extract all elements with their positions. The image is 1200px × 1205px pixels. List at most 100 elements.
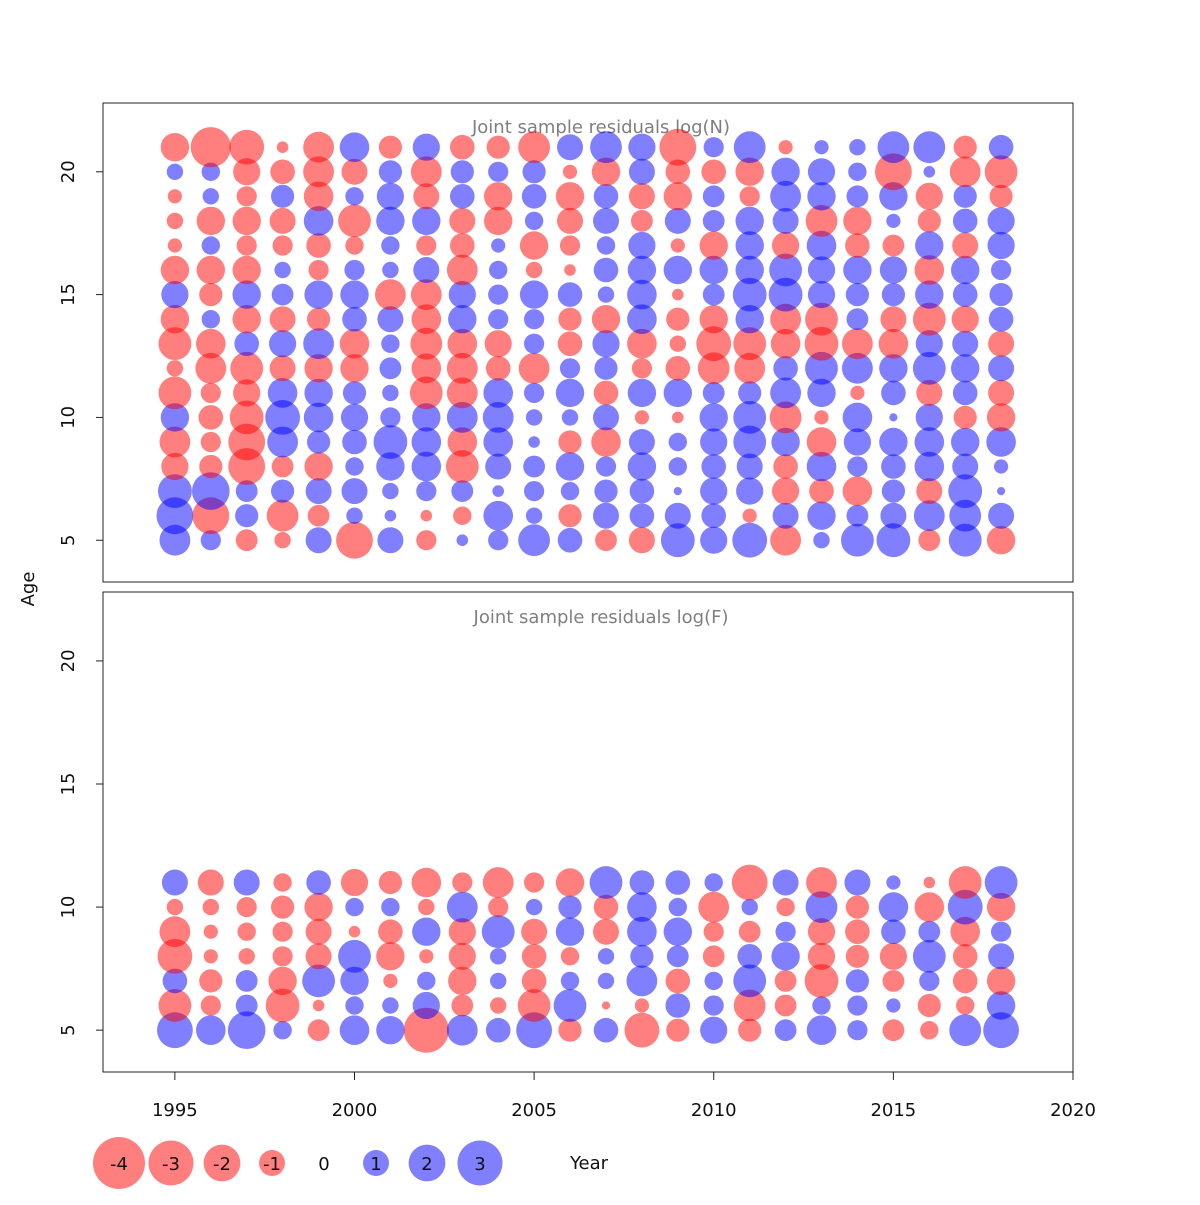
residual-bubble bbox=[805, 891, 838, 923]
residual-bubble bbox=[338, 204, 371, 238]
residual-bubble bbox=[303, 206, 334, 236]
residual-bubble bbox=[912, 351, 946, 385]
residual-bubble bbox=[158, 327, 192, 361]
residual-bubble bbox=[805, 205, 838, 237]
residual-bubble bbox=[771, 427, 800, 457]
residual-bubble bbox=[948, 866, 982, 899]
residual-bubble bbox=[558, 307, 582, 331]
residual-bubble bbox=[342, 381, 367, 405]
residual-bubble bbox=[988, 379, 1015, 406]
residual-bubble bbox=[953, 184, 977, 208]
residual-bubble bbox=[881, 454, 906, 479]
residual-bubble bbox=[952, 453, 979, 480]
residual-bubble bbox=[373, 425, 408, 459]
residual-bubble bbox=[303, 156, 334, 188]
residual-bubble bbox=[160, 133, 190, 162]
residual-bubble bbox=[274, 532, 291, 549]
x-axis: 1995 2000 2005 2010 2015 2020 bbox=[152, 1071, 1096, 1121]
residual-bubble bbox=[627, 279, 657, 310]
residual-bubble bbox=[517, 989, 551, 1022]
residual-bubble bbox=[380, 407, 401, 428]
residual-bubble bbox=[196, 1015, 226, 1045]
residual-bubble bbox=[230, 351, 264, 385]
y-tick-label: 10 bbox=[58, 896, 79, 919]
legend-bubble bbox=[148, 1140, 194, 1186]
residual-bubble bbox=[845, 233, 870, 258]
residual-bubble bbox=[593, 894, 619, 920]
residual-bubble bbox=[947, 889, 983, 925]
residual-bubble bbox=[378, 135, 402, 159]
residual-bubble bbox=[593, 502, 619, 529]
residual-bubble bbox=[336, 521, 373, 559]
residual-bubble bbox=[555, 182, 585, 211]
residual-bubble bbox=[410, 156, 442, 188]
residual-bubble bbox=[272, 946, 293, 967]
residual-bubble bbox=[488, 284, 509, 305]
residual-bubble bbox=[735, 255, 764, 285]
residual-bubble bbox=[305, 527, 332, 554]
residual-bubble bbox=[703, 137, 724, 158]
residual-bubble bbox=[597, 972, 615, 990]
residual-bubble bbox=[448, 918, 476, 946]
residual-bubble bbox=[416, 481, 437, 502]
legend-label: -3 bbox=[162, 1154, 180, 1175]
residual-bubble bbox=[303, 181, 334, 212]
residual-bubble bbox=[666, 307, 690, 331]
residual-bubble bbox=[340, 280, 369, 309]
residual-bubble bbox=[628, 183, 655, 210]
residual-bubble bbox=[167, 189, 182, 204]
residual-bubble bbox=[345, 187, 364, 206]
residual-bubble bbox=[236, 897, 257, 918]
residual-bubble bbox=[269, 306, 296, 333]
residual-bubble bbox=[879, 182, 908, 211]
residual-bubble bbox=[699, 305, 728, 334]
residual-bubble bbox=[772, 502, 799, 529]
legend-bubble bbox=[93, 1137, 145, 1189]
residual-bubble bbox=[276, 141, 289, 153]
residual-bubble bbox=[305, 918, 332, 945]
residual-bubble bbox=[669, 335, 686, 352]
residual-bubble bbox=[734, 352, 766, 384]
residual-bubble bbox=[557, 134, 583, 161]
residual-bubble bbox=[382, 997, 399, 1014]
residual-bubble bbox=[772, 869, 799, 896]
legend-label: 2 bbox=[421, 1154, 432, 1175]
residual-bubble bbox=[338, 939, 371, 973]
residual-bubble bbox=[492, 485, 505, 497]
residual-bubble bbox=[238, 948, 255, 965]
residual-bubble bbox=[703, 921, 724, 942]
residual-bubble bbox=[157, 1012, 193, 1049]
residual-bubble bbox=[951, 305, 979, 333]
residual-bubble bbox=[450, 134, 475, 160]
residual-bubble bbox=[949, 499, 982, 532]
residual-bubble bbox=[340, 403, 369, 431]
y-tick-label: 20 bbox=[58, 160, 79, 183]
residual-bubble bbox=[807, 378, 836, 408]
residual-bubble bbox=[591, 305, 621, 334]
residual-bubble bbox=[842, 328, 873, 360]
residual-bubble bbox=[842, 402, 873, 433]
panel-top-y-axis: 5 10 15 20 bbox=[58, 160, 103, 546]
residual-bubble bbox=[203, 949, 218, 964]
residual-bubble bbox=[384, 509, 397, 522]
residual-bubble bbox=[997, 487, 1006, 496]
residual-bubble bbox=[483, 427, 513, 457]
residual-bubble bbox=[412, 133, 440, 161]
residual-bubble bbox=[403, 1007, 449, 1053]
residual-bubble bbox=[558, 895, 582, 919]
residual-bubble bbox=[488, 161, 509, 182]
residual-bubble bbox=[378, 870, 402, 895]
residual-bubble bbox=[882, 234, 905, 257]
residual-bubble bbox=[559, 358, 581, 379]
residual-bubble bbox=[843, 255, 872, 285]
residual-bubble bbox=[630, 944, 654, 968]
residual-bubble bbox=[627, 378, 657, 408]
residual-bubble bbox=[412, 206, 441, 236]
residual-bubble bbox=[417, 971, 436, 991]
residual-bubble bbox=[202, 898, 219, 916]
residual-bubble bbox=[700, 428, 728, 456]
residual-bubble bbox=[665, 993, 691, 1018]
residual-bubble bbox=[628, 429, 655, 455]
y-tick-label: 10 bbox=[58, 406, 79, 429]
residual-bubble bbox=[634, 998, 650, 1013]
